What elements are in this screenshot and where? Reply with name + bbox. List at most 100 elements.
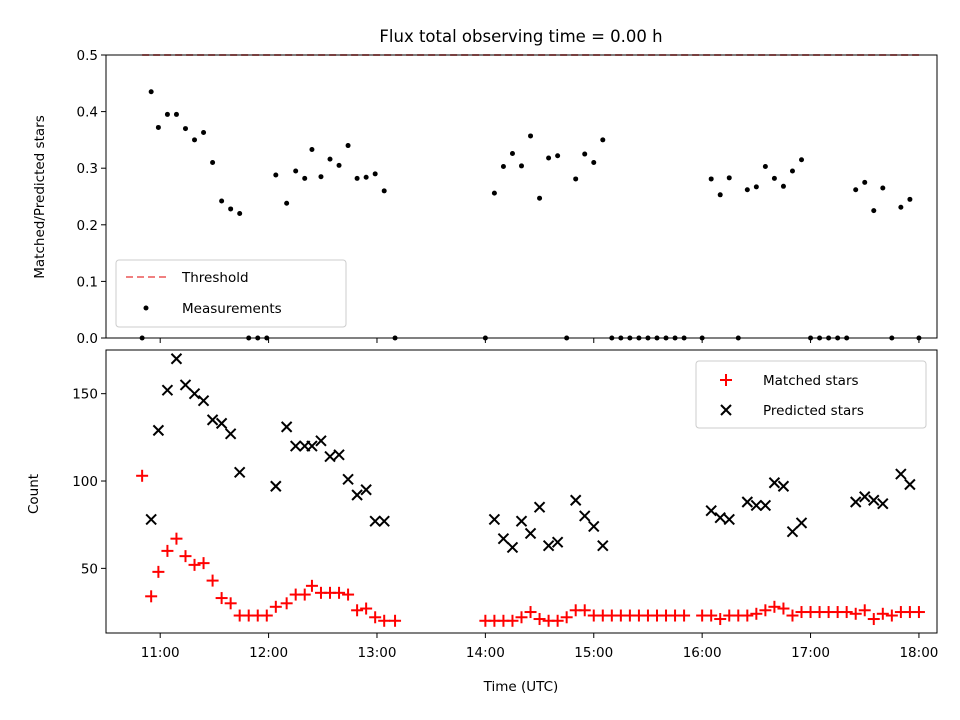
matched-stars-point xyxy=(206,574,219,587)
predicted-stars-point xyxy=(333,449,345,461)
measurement-point xyxy=(372,171,378,177)
x-tick-label: 15:00 xyxy=(574,645,613,661)
measurement-point xyxy=(853,187,859,193)
measurement-point xyxy=(789,168,795,174)
matched-stars-point xyxy=(551,614,564,627)
threshold-legend-label: Threshold xyxy=(181,270,249,286)
matched-stars-point xyxy=(197,557,210,570)
measurement-point xyxy=(771,175,777,181)
x-axis-label: Time (UTC) xyxy=(483,679,559,695)
matched-stars-point xyxy=(560,611,573,624)
predicted-stars-point xyxy=(759,499,772,512)
measurement-point xyxy=(744,187,750,193)
predicted-stars-point xyxy=(306,440,318,452)
measurement-point xyxy=(537,195,543,201)
predicted-stars-point xyxy=(859,491,871,503)
measurement-point xyxy=(173,111,179,117)
measurement-point xyxy=(717,192,723,198)
matched-stars-point xyxy=(867,613,880,626)
measurement-point xyxy=(210,160,216,166)
matched-stars-point xyxy=(170,532,183,545)
measurement-point xyxy=(237,210,243,216)
matched-stars-point xyxy=(849,607,862,620)
measurement-point xyxy=(318,174,324,180)
predicted-stars-point xyxy=(597,539,609,552)
predicted-stars-point xyxy=(224,428,237,440)
top-y-tick-label: 0.3 xyxy=(77,161,98,177)
count-panel: Count Time (UTC) 50 100 150 11:00 12:00 13:00… xyxy=(26,349,938,695)
measurement-point xyxy=(284,200,290,206)
measurement-point xyxy=(708,176,714,182)
x-tick-label: 11:00 xyxy=(141,645,180,661)
matched-stars-point xyxy=(342,588,355,601)
matched-stars-point xyxy=(161,544,174,557)
measurement-point xyxy=(148,89,154,95)
predicted-stars-point xyxy=(777,480,790,492)
bottom-ticks: 50 100 150 11:00 12:00 13:00 14:00 15:00 16:00 17… xyxy=(72,387,938,661)
measurement-point xyxy=(519,163,524,169)
predicted-stars-point xyxy=(741,496,754,508)
predicted-stars-point xyxy=(215,417,228,430)
bottom-y-axis-label: Count xyxy=(26,474,42,514)
matched-stars-point xyxy=(179,550,192,563)
measurement-point xyxy=(582,151,588,157)
predicted-stars-point xyxy=(515,515,528,527)
measurement-point xyxy=(555,153,561,159)
predicted-stars-point xyxy=(849,496,862,508)
matched-stars-point xyxy=(360,602,373,615)
predicted-stars-point xyxy=(588,520,600,533)
measurement-point xyxy=(336,162,342,168)
predicted-stars-point xyxy=(342,473,354,485)
matched-stars-point xyxy=(705,609,718,622)
matched-stars-point xyxy=(533,613,546,626)
measurement-point xyxy=(491,190,497,196)
predicted-stars-point xyxy=(723,513,735,526)
predicted-stars-point xyxy=(170,353,183,365)
predicted-stars-point xyxy=(506,541,519,554)
predicted-stars-point xyxy=(569,494,582,506)
measurement-point xyxy=(500,164,506,170)
measurement-point xyxy=(591,160,597,166)
predicted-legend-label: Predicted stars xyxy=(763,403,864,419)
top-legend-box xyxy=(115,259,347,328)
predicted-stars-point xyxy=(145,513,157,526)
bottom-plot-area xyxy=(136,353,925,627)
matched-legend-label: Matched stars xyxy=(763,373,859,389)
matched-stars-point xyxy=(145,590,158,603)
measurement-point xyxy=(363,174,369,180)
predicted-stars-point xyxy=(161,384,174,396)
matched-stars-point xyxy=(678,609,691,622)
measurement-point xyxy=(354,175,360,181)
matched-stars-point xyxy=(260,609,273,622)
predicted-stars-point xyxy=(179,379,192,391)
measurement-point xyxy=(780,183,786,189)
measurement-point xyxy=(880,185,886,191)
predicted-stars-point xyxy=(497,532,510,545)
bottom-y-tick-label: 150 xyxy=(72,387,98,403)
measurement-point xyxy=(293,168,299,174)
x-tick-label: 12:00 xyxy=(249,645,288,661)
matched-legend-swatch xyxy=(720,374,732,386)
matched-stars-point xyxy=(351,604,364,617)
matched-stars-point xyxy=(152,565,165,578)
measurement-point xyxy=(327,156,333,162)
predicted-stars-point xyxy=(877,498,889,510)
measurement-point xyxy=(219,198,225,204)
bottom-y-tick-label: 50 xyxy=(81,561,98,577)
x-tick-label: 13:00 xyxy=(358,645,397,661)
matched-stars-point xyxy=(389,614,402,627)
matched-stars-point xyxy=(188,558,201,571)
predicted-stars-point xyxy=(351,489,363,501)
predicted-stars-point xyxy=(795,517,808,529)
matched-stars-point xyxy=(750,607,763,620)
matched-stars-point xyxy=(215,592,228,605)
matched-stars-point xyxy=(136,469,149,482)
predicted-stars-point xyxy=(233,466,246,478)
x-tick-label: 14:00 xyxy=(466,645,505,661)
measurements-legend-swatch xyxy=(143,305,149,311)
predicted-stars-point xyxy=(289,440,302,452)
predicted-stars-point xyxy=(705,505,717,517)
measurement-point xyxy=(201,130,207,136)
